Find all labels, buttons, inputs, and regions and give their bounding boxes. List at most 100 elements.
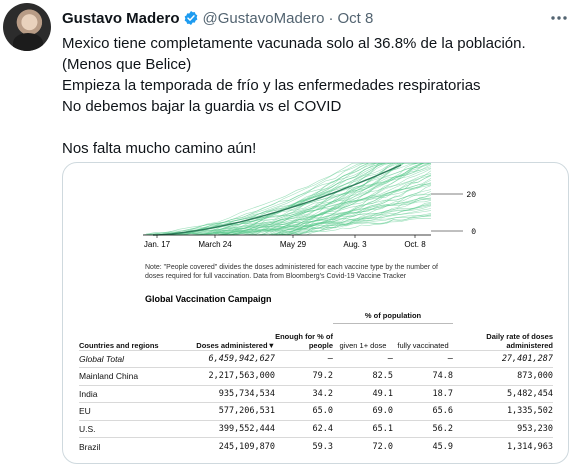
country-series-line [194,163,431,236]
country-series-line [287,202,432,236]
table-title: Global Vaccination Campaign [145,294,272,304]
x-tick-label: May 29 [280,240,307,249]
country-series-line [170,214,432,236]
header-daily: Daily rate of doses administered [486,331,553,350]
cell-enough: 34.2 [312,388,333,399]
chart-note: Note: "People covered" divides the doses… [145,264,438,280]
cell-doses: 399,552,444 [218,423,275,434]
cell-fully: 18.7 [432,388,453,399]
cell-country: India [79,388,98,399]
cell-country: Mainland China [79,371,139,382]
cell-enough: 79.2 [312,371,333,382]
cell-doses: 6,459,942,627 [208,353,275,364]
tweet-line: Nos falta mucho camino aún! [62,140,257,157]
country-series-line [178,163,431,234]
cell-given: 82.5 [372,371,393,382]
country-series-line [165,163,431,235]
x-tick-label: March 24 [198,240,232,249]
cell-given: – [387,353,393,364]
y-tick-label: 0 [471,228,476,237]
cell-country: Global Total [79,353,125,364]
cell-doses: 935,734,534 [218,388,275,399]
x-tick-label: Jan. 17 [144,240,171,249]
tweet-line: Empieza la temporada de frío y las enfer… [62,77,481,94]
cell-country: Brazil [79,441,101,452]
more-options-icon[interactable] [548,8,570,28]
country-series-line [300,185,432,236]
cell-fully: 56.2 [432,423,453,434]
cell-enough: – [327,353,333,364]
header-doses[interactable]: Doses administered▼ [196,340,275,350]
cell-daily: 5,482,454 [506,388,553,399]
header-given: given 1+ dose [339,340,387,350]
cell-given: 72.0 [372,441,393,452]
tweet-header: Gustavo Madero @GustavoMadero · Oct 8 [62,8,373,28]
cell-fully: 45.9 [432,441,453,452]
cell-enough: 65.0 [312,406,333,417]
country-series-line [162,163,431,236]
tweet-line: No debemos bajar la guardia vs el COVID [62,98,342,115]
cell-daily: 873,000 [517,371,553,382]
table-row: Global Total 6,459,942,627 – – – 27,401,… [79,350,553,368]
vaccination-table: % of population Countries and regions Do… [79,309,553,455]
author-handle[interactable]: @GustavoMadero [202,9,325,27]
cell-given: 69.0 [372,406,393,417]
cell-daily: 1,314,963 [506,441,553,452]
country-series-line [288,179,432,235]
tweet-date[interactable]: Oct 8 [337,9,374,27]
country-series-line [203,163,431,234]
x-axis-ticks: Jan. 17 March 24 May 29 Aug. 3 Oct. 8 [144,235,426,249]
cell-country: U.S. [79,423,96,434]
cell-doses: 2,217,563,000 [208,371,275,382]
cell-daily: 953,230 [517,423,553,434]
country-series-line [261,191,432,235]
tweet-media-image[interactable]: 20 0 Jan. 17 March 24 May 29 Aug. 3 Oct. 8 N… [62,162,569,464]
country-series-line [163,183,432,236]
country-series-line [294,163,431,235]
header-country: Countries and regions [79,340,159,350]
country-lines-bundle [142,163,432,236]
x-tick-label: Aug. 3 [343,240,367,249]
table-row: India 935,734,534 34.2 49.1 18.7 5,482,4… [79,385,553,403]
verified-badge-icon [184,11,197,25]
y-tick-label: 20 [466,191,476,200]
header-fully: fully vaccinated [397,340,449,350]
table-row: Mainland China 2,217,563,000 79.2 82.5 7… [79,367,553,386]
author-name[interactable]: Gustavo Madero [62,9,180,27]
cell-doses: 577,206,531 [218,406,275,417]
author-avatar[interactable] [3,3,51,51]
country-series-line [222,195,432,236]
tweet-line: Mexico tiene completamente vacunada solo… [62,35,526,52]
country-series-line [166,199,432,236]
table-row: EU 577,206,531 65.0 69.0 65.6 1,335,502 [79,402,553,421]
cell-daily: 1,335,502 [506,406,553,417]
tweet-text: Mexico tiene completamente vacunada solo… [62,33,567,159]
cell-enough: 59.3 [312,441,333,452]
cell-fully: – [447,353,453,364]
cell-country: EU [79,406,91,417]
country-series-line [205,215,432,236]
table-row: Brazil 245,109,870 59.3 72.0 45.9 1,314,… [79,437,553,456]
cell-fully: 65.6 [432,406,453,417]
table-row: U.S. 399,552,444 62.4 65.1 56.2 953,230 [79,420,553,438]
country-series-line [275,200,432,236]
country-series-line [173,163,431,235]
x-tick-label: Oct. 8 [404,240,426,249]
highlighted-series-line [152,164,402,236]
country-series-line [220,163,431,235]
header-separator: · [328,9,334,27]
sort-desc-icon: ▼ [267,340,275,350]
vaccination-line-chart: 20 0 Jan. 17 March 24 May 29 Aug. 3 Oct. 8 [142,163,476,249]
tweet-line [62,117,567,138]
pop-group-header: % of population [333,309,453,324]
cell-enough: 62.4 [312,423,333,434]
cell-given: 49.1 [372,388,393,399]
cell-fully: 74.8 [432,371,453,382]
header-enough: Enough for % of people [275,331,333,350]
country-series-line [275,174,432,235]
cell-doses: 245,109,870 [218,441,275,452]
tweet-line: (Menos que Belice) [62,56,192,73]
cell-daily: 27,401,287 [501,353,553,364]
country-series-line [256,163,431,236]
cell-given: 65.1 [372,423,393,434]
